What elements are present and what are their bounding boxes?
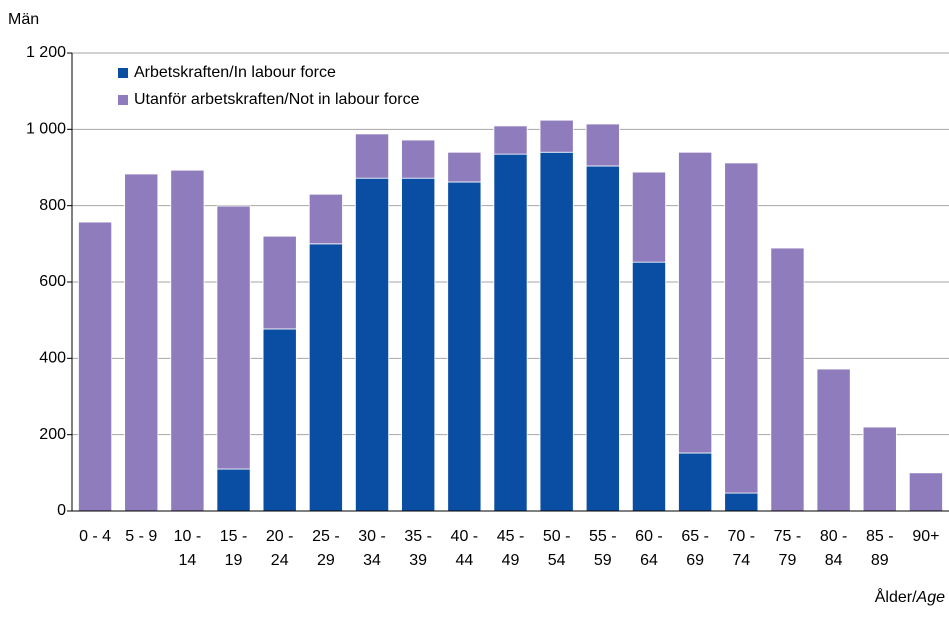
bar-segment — [539, 151, 574, 512]
bar-segment — [770, 247, 805, 512]
bar-segment — [539, 119, 574, 153]
bar-segment — [262, 235, 297, 330]
y-tick-label: 600 — [39, 273, 66, 290]
x-tick-label-line: 70 - — [728, 528, 756, 545]
bar-segment — [585, 123, 620, 167]
bar-segment — [908, 472, 943, 512]
bar-segment — [262, 328, 297, 512]
x-tick-label: 80 - 84 — [820, 528, 848, 569]
bar-segment — [585, 165, 620, 512]
x-tick-label: 15 - 19 — [220, 528, 248, 569]
bar-segment — [678, 151, 713, 454]
x-tick-label: 60 - 64 — [635, 528, 663, 569]
bar-segment — [216, 468, 251, 512]
x-tick-label-line: 19 — [225, 552, 243, 569]
x-tick-label: 25 - 29 — [312, 528, 340, 569]
x-tick-label-line: 45 - — [497, 528, 525, 545]
x-tick-label-line: 29 — [317, 552, 335, 569]
x-tick-label-line: 44 — [455, 552, 473, 569]
x-tick-label-line: 64 — [640, 552, 658, 569]
y-tick-label: 200 — [39, 426, 66, 443]
bar-segment — [355, 133, 390, 179]
legend-swatch — [118, 68, 128, 78]
x-tick-label-line: 49 — [502, 552, 520, 569]
x-tick-label-line: 14 — [178, 552, 196, 569]
bar-segment — [308, 193, 343, 245]
bar-segment — [493, 153, 528, 512]
bar-segment — [862, 426, 897, 512]
x-tick-label-line: 10 - — [174, 528, 202, 545]
x-tick-label: 35 - 39 — [404, 528, 432, 569]
x-tick-label: 70 - 74 — [728, 528, 756, 569]
x-axis-label-part: Age — [916, 589, 946, 606]
bar-segment — [401, 177, 436, 512]
bar-segment — [78, 221, 113, 512]
bar-segment — [355, 177, 390, 512]
y-tick-label: 800 — [39, 197, 66, 214]
x-tick-label: 10 - 14 — [174, 528, 202, 569]
x-tick-label: 65 - 69 — [681, 528, 709, 569]
x-tick-label-line: 54 — [548, 552, 566, 569]
x-tick-label-line: 25 - — [312, 528, 340, 545]
bar-segment — [724, 162, 759, 494]
bar-segment — [678, 452, 713, 512]
bar-segment — [631, 171, 666, 263]
x-tick-label-line: 35 - — [404, 528, 432, 545]
x-tick-label: 45 - 49 — [497, 528, 525, 569]
y-tick-label: 1 200 — [26, 44, 66, 61]
x-tick-label: 40 - 44 — [451, 528, 479, 569]
x-tick-label-line: 39 — [409, 552, 427, 569]
x-tick-label-line: 84 — [825, 552, 843, 569]
x-tick-label-line: 40 - — [451, 528, 479, 545]
bar-segment — [447, 181, 482, 512]
x-tick-label: 55 - 59 — [589, 528, 617, 569]
x-tick-label-line: 50 - — [543, 528, 571, 545]
y-tick-label: 1 000 — [26, 121, 66, 138]
x-tick-label-line: 89 — [871, 552, 889, 569]
bar-segment — [724, 492, 759, 512]
y-axis-label: Män — [8, 11, 39, 28]
x-tick-label: 20 - 24 — [266, 528, 294, 569]
x-tick-label: 30 - 34 — [358, 528, 386, 569]
legend-swatch — [118, 95, 128, 105]
y-tick-label: 400 — [39, 350, 66, 367]
x-tick-label-line: 15 - — [220, 528, 248, 545]
legend-label: Arbetskraften/In labour force — [134, 64, 336, 81]
bar-segment — [308, 243, 343, 512]
x-tick-label-line: 55 - — [589, 528, 617, 545]
x-tick-label-line: 24 — [271, 552, 289, 569]
x-tick-label-line: 65 - — [681, 528, 709, 545]
bar-segment — [170, 169, 205, 512]
x-tick-label-line: 30 - — [358, 528, 386, 545]
x-tick-label: 5 - 9 — [125, 528, 157, 545]
bar-segment — [493, 125, 528, 155]
x-axis-label-part: Ålder/ — [875, 587, 917, 606]
x-tick-label-line: 60 - — [635, 528, 663, 545]
x-tick-label-line: 20 - — [266, 528, 294, 545]
legend-label: Utanför arbetskraften/Not in labour forc… — [134, 91, 420, 108]
x-tick-label-line: 74 — [732, 552, 750, 569]
x-tick-label-line: 79 — [779, 552, 797, 569]
x-tick-label-line: 80 - — [820, 528, 848, 545]
x-tick-label: 90+ — [912, 528, 939, 545]
x-tick-label: 85 - 89 — [866, 528, 894, 569]
x-tick-label-line: 75 - — [774, 528, 802, 545]
x-tick-label-line: 85 - — [866, 528, 894, 545]
bar-segment — [401, 139, 436, 179]
x-axis-label: Ålder/Age — [875, 587, 945, 606]
bar-segment — [447, 151, 482, 183]
bar-segment — [216, 205, 251, 470]
x-tick-label-line: 69 — [686, 552, 704, 569]
y-tick-label: 0 — [57, 502, 66, 519]
bar-segment — [631, 261, 666, 512]
x-tick-label: 0 - 4 — [79, 528, 111, 545]
x-tick-label-line: 59 — [594, 552, 612, 569]
x-tick-label: 50 - 54 — [543, 528, 571, 569]
x-tick-label-line: 34 — [363, 552, 381, 569]
x-tick-label: 75 - 79 — [774, 528, 802, 569]
bar-segment — [124, 173, 159, 512]
bar-segment — [816, 368, 851, 512]
